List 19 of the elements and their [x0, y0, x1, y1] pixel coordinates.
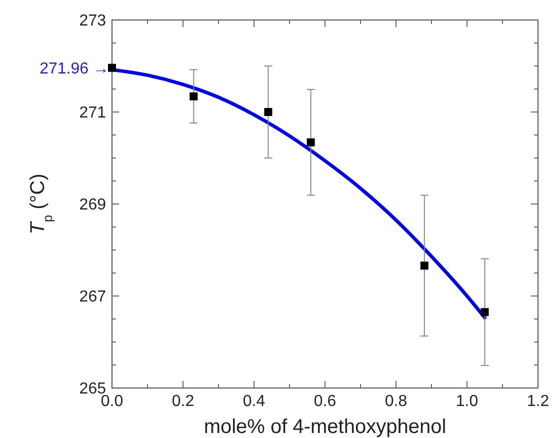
x-tick-label: 0.6 [314, 393, 336, 410]
x-tick-label: 0.2 [172, 393, 194, 410]
x-axis-title: mole% of 4-methoxyphenol [204, 416, 446, 438]
y-tick-label: 269 [79, 196, 106, 214]
point [190, 92, 198, 100]
point [306, 138, 315, 146]
y-tick-label: 267 [79, 288, 106, 306]
x-tick-label: 1.0 [456, 393, 478, 410]
y-tick-label: 271 [79, 104, 106, 122]
y-tick-label: 273 [79, 12, 106, 30]
point [108, 64, 116, 72]
point [480, 308, 489, 316]
x-tick-label: 1.2 [526, 393, 550, 410]
annotation: 271.96 → [40, 60, 109, 78]
point [264, 108, 272, 116]
point [420, 262, 428, 270]
x-tick-label: 0.4 [242, 393, 266, 410]
x-tick-label: 0.0 [100, 393, 124, 410]
x-tick-label: 0.8 [384, 393, 408, 410]
